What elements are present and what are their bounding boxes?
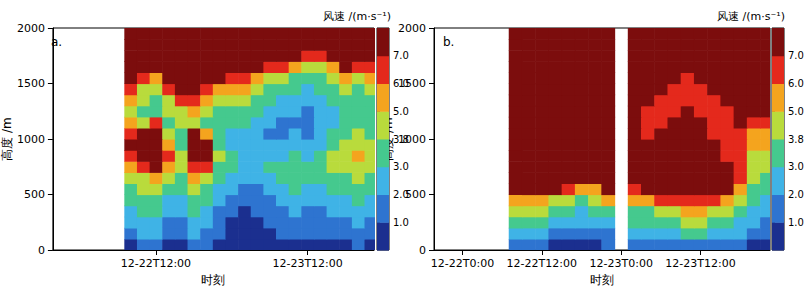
svg-text:2000: 2000: [17, 22, 45, 35]
svg-text:1500: 1500: [398, 77, 426, 90]
svg-text:6.0: 6.0: [788, 78, 804, 89]
svg-text:时刻: 时刻: [201, 273, 225, 287]
svg-text:0: 0: [419, 244, 426, 257]
svg-text:7.0: 7.0: [393, 50, 409, 61]
svg-text:1.0: 1.0: [393, 217, 409, 228]
svg-text:2000: 2000: [398, 22, 426, 35]
svg-text:1000: 1000: [398, 133, 426, 146]
svg-text:12-22T0:00: 12-22T0:00: [431, 257, 494, 270]
svg-text:12-22T12:00: 12-22T12:00: [507, 257, 577, 270]
svg-text:12-23T12:00: 12-23T12:00: [272, 257, 342, 270]
svg-text:1000: 1000: [17, 133, 45, 146]
svg-text:12-23T0:00: 12-23T0:00: [589, 257, 652, 270]
svg-text:b.: b.: [443, 35, 454, 49]
svg-text:500: 500: [24, 188, 45, 201]
svg-text:500: 500: [405, 188, 426, 201]
svg-text:1.0: 1.0: [788, 217, 804, 228]
svg-text:风速 /(m·s⁻¹): 风速 /(m·s⁻¹): [323, 10, 391, 23]
svg-text:a.: a.: [51, 35, 62, 49]
svg-text:2.0: 2.0: [788, 189, 804, 200]
svg-text:3.0: 3.0: [393, 161, 409, 172]
svg-text:5.0: 5.0: [788, 106, 804, 117]
svg-text:2.0: 2.0: [393, 189, 409, 200]
svg-text:12-23T12:00: 12-23T12:00: [665, 257, 735, 270]
svg-text:12-22T12:00: 12-22T12:00: [121, 257, 191, 270]
svg-text:1500: 1500: [17, 77, 45, 90]
svg-text:5.0: 5.0: [393, 106, 409, 117]
svg-text:3.8: 3.8: [788, 134, 804, 145]
svg-text:0: 0: [38, 244, 45, 257]
svg-text:时刻: 时刻: [590, 273, 614, 287]
svg-text:高度 /m: 高度 /m: [0, 117, 14, 161]
svg-text:7.0: 7.0: [788, 50, 804, 61]
svg-text:风速 /(m·s⁻¹): 风速 /(m·s⁻¹): [717, 10, 785, 23]
svg-text:3.0: 3.0: [788, 161, 804, 172]
